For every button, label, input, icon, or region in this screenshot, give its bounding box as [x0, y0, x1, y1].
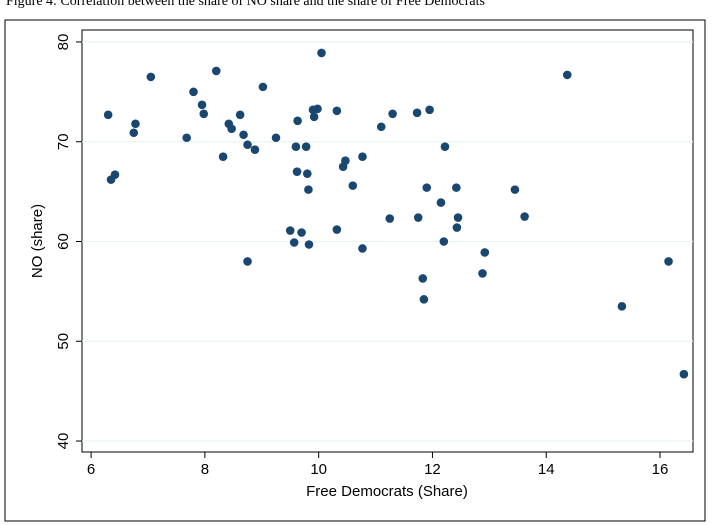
x-axis-title: Free Democrats (Share) [306, 483, 468, 500]
point [679, 369, 689, 379]
point [211, 66, 221, 76]
point [243, 257, 252, 266]
point [292, 167, 302, 176]
point [562, 70, 572, 80]
x-tick-label: 12 [424, 461, 441, 478]
x-tick-label: 14 [538, 461, 555, 478]
point [131, 119, 140, 129]
point [129, 128, 139, 138]
point [388, 109, 397, 119]
point [385, 214, 395, 223]
point [332, 225, 342, 234]
point [453, 213, 463, 222]
point [250, 145, 260, 155]
point [412, 108, 422, 118]
point [309, 112, 319, 122]
x-tick-label: 10 [310, 461, 327, 478]
point [358, 244, 367, 253]
point [439, 237, 449, 246]
point [425, 105, 434, 115]
point [510, 185, 520, 194]
point [243, 140, 252, 150]
point [258, 82, 268, 92]
point [218, 152, 228, 161]
point [301, 142, 311, 152]
x-tick-label: 16 [652, 461, 669, 478]
point [146, 72, 156, 82]
point [332, 106, 342, 116]
point [419, 295, 429, 304]
point [199, 109, 209, 119]
point [664, 257, 673, 266]
point [235, 110, 245, 120]
y-tick-label: 60 [55, 233, 72, 250]
y-axis-title: NO (share) [29, 204, 46, 278]
point [197, 100, 207, 110]
point [297, 228, 306, 237]
point [348, 181, 358, 190]
point [520, 212, 529, 221]
point [317, 48, 326, 58]
x-tick-label: 8 [201, 461, 209, 478]
point [440, 142, 450, 152]
point [418, 274, 428, 283]
point [452, 183, 461, 192]
point [291, 142, 301, 152]
y-tick-label: 80 [55, 34, 72, 51]
point [358, 152, 367, 161]
point [313, 104, 322, 114]
point [436, 198, 446, 207]
point [289, 238, 299, 247]
point [478, 269, 487, 278]
point [304, 185, 313, 194]
point [227, 124, 236, 134]
point [239, 130, 248, 140]
y-tick-label: 50 [55, 333, 72, 350]
point [110, 170, 120, 179]
y-tick-label: 40 [55, 433, 72, 450]
point [341, 156, 350, 165]
point [189, 87, 198, 97]
point [422, 183, 432, 192]
x-tick-label: 6 [87, 461, 95, 478]
caption: Figure 4: Correlation between the share … [6, 0, 485, 9]
point [413, 213, 423, 222]
point [480, 248, 490, 257]
point [182, 133, 191, 143]
point [271, 133, 281, 143]
point [376, 122, 386, 132]
point [452, 223, 462, 232]
point [293, 116, 302, 126]
point [285, 226, 295, 235]
point [103, 110, 113, 120]
y-tick-label: 70 [55, 133, 72, 150]
point [617, 302, 627, 311]
point [302, 169, 312, 178]
point [304, 240, 314, 249]
